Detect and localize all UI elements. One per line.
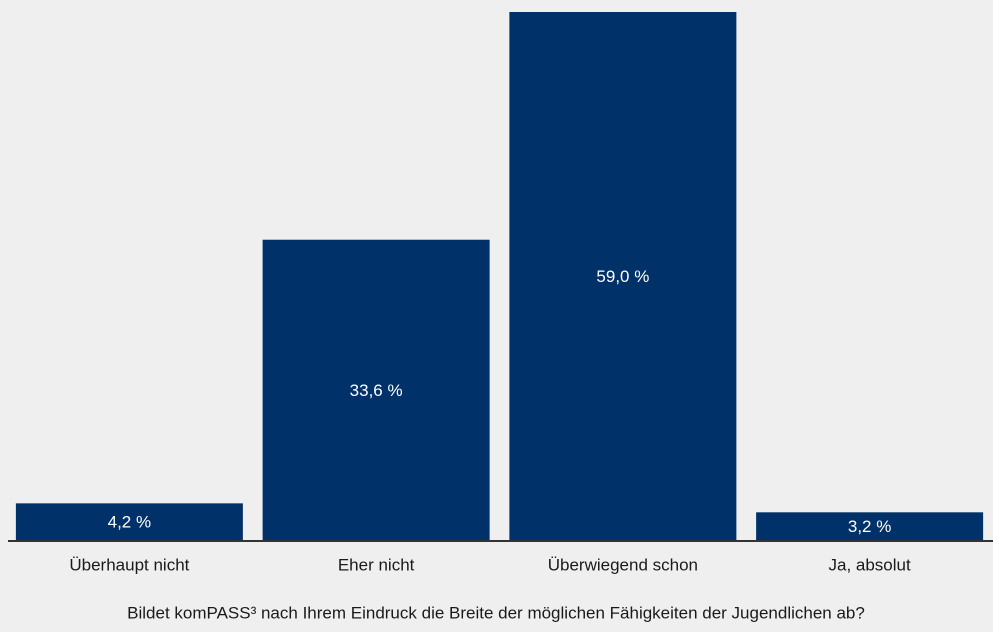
x-axis-label: Bildet komPASS³ nach Ihrem Eindruck die … (127, 603, 865, 622)
x-tick-label: Ja, absolut (829, 555, 911, 574)
x-tick-label: Eher nicht (338, 555, 415, 574)
value-label: 59,0 % (596, 267, 649, 286)
bar (262, 239, 490, 541)
x-tick-label: Überwiegend schon (548, 555, 698, 574)
x-tick-label: Überhaupt nicht (69, 555, 189, 574)
value-label: 33,6 % (350, 381, 403, 400)
value-label: 4,2 % (108, 513, 151, 532)
bar (509, 12, 737, 541)
value-label: 3,2 % (848, 517, 891, 536)
bar (15, 503, 243, 541)
bar (756, 512, 984, 541)
